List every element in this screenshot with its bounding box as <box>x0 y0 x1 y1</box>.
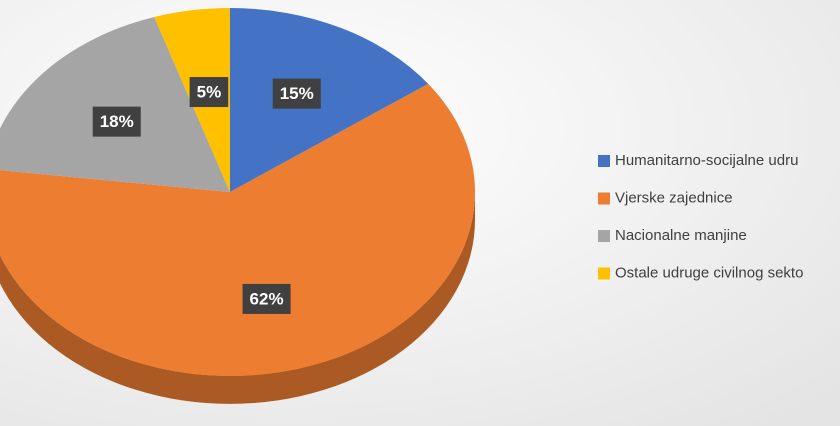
data-label-box <box>242 283 291 314</box>
data-label-box <box>92 106 141 137</box>
data-label-text: 18% <box>100 112 134 131</box>
data-label-text: 15% <box>280 84 314 103</box>
legend-label: Vjerske zajednice <box>615 189 733 206</box>
legend-label: Nacionalne manjine <box>615 227 747 244</box>
data-label: 62% <box>242 283 291 314</box>
data-label: 15% <box>272 78 321 109</box>
legend-swatch <box>598 192 610 205</box>
pie: 15% 62% 18% 5% <box>0 8 475 404</box>
slice <box>0 17 230 192</box>
data-label: 5% <box>189 77 229 108</box>
slice-side <box>0 192 475 404</box>
data-label: 18% <box>92 106 141 137</box>
legend-swatch <box>598 267 610 280</box>
legend-swatch <box>598 230 610 242</box>
data-label-box <box>272 78 321 109</box>
slice <box>230 8 429 192</box>
data-label-text: 62% <box>250 289 284 308</box>
legend-label: Humanitarno-socijalne udru <box>615 152 798 169</box>
legend-label: Ostale udruge civilnog sekto <box>615 264 803 281</box>
slice <box>0 83 475 376</box>
legend-swatch <box>598 155 610 167</box>
data-label-box <box>189 77 229 108</box>
data-label-text: 5% <box>197 83 222 102</box>
legend: Humanitarno-socijalne udru Vjerske zajedn… <box>598 152 803 281</box>
